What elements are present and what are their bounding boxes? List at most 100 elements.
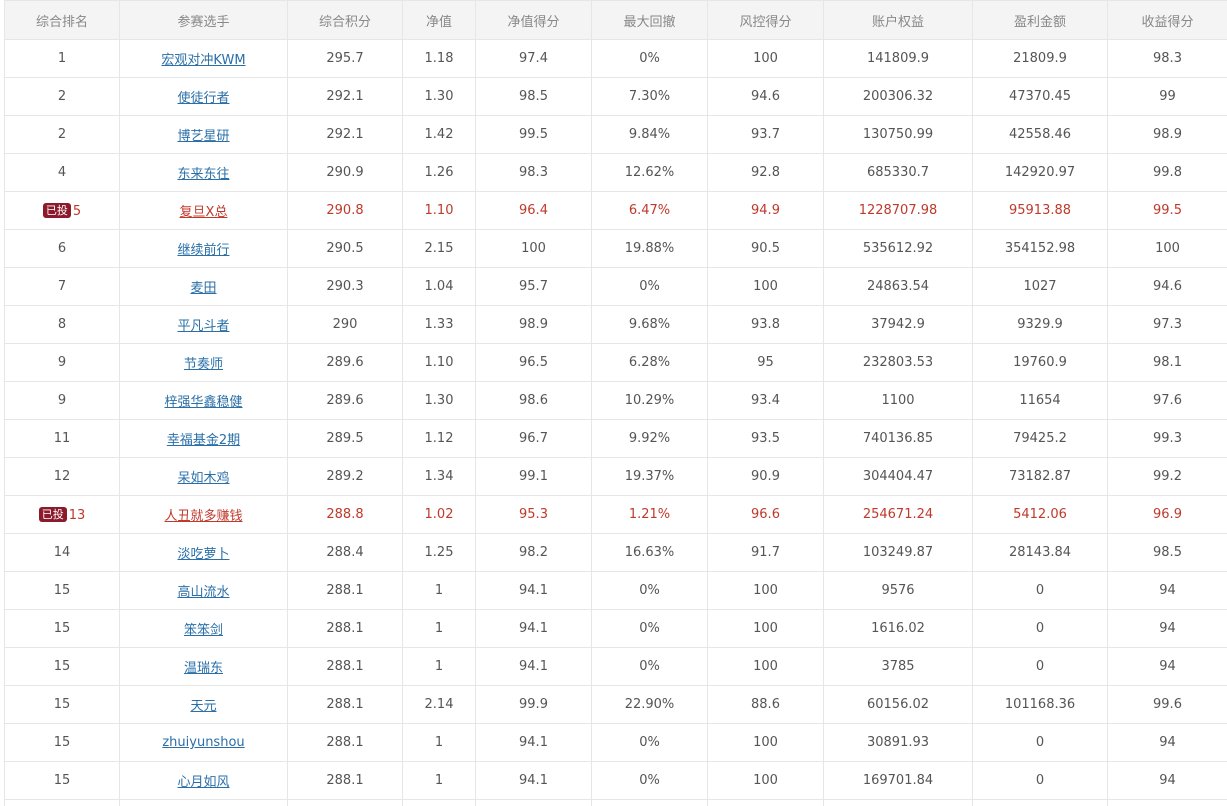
cell-profit: 73182.87: [972, 457, 1108, 496]
cell-nav-score: 94.1: [475, 571, 592, 610]
cell-return-score: 94: [1107, 723, 1227, 762]
cell-drawdown: [591, 799, 708, 806]
col-header-drawdown[interactable]: 最大回撤: [591, 0, 708, 40]
player-link[interactable]: 博艺星研: [177, 129, 230, 144]
cell-nav-score: 97.4: [475, 39, 592, 78]
player-link[interactable]: 呆如木鸡: [177, 471, 230, 486]
cell-drawdown: 7.30%: [591, 77, 708, 116]
cell-score: 289.6: [287, 381, 403, 420]
player-link[interactable]: 继续前行: [177, 243, 230, 258]
cell-profit: 0: [972, 609, 1108, 648]
invested-badge: 已投: [38, 506, 67, 522]
cell-score: 288.1: [287, 609, 403, 648]
cell-rank: 11: [4, 419, 120, 458]
col-header-return-score[interactable]: 收益得分: [1107, 0, 1227, 40]
col-header-nav-score[interactable]: 净值得分: [475, 0, 592, 40]
rank-number: 6: [57, 241, 67, 256]
player-link[interactable]: 高山流水: [177, 585, 230, 600]
cell-nav: [402, 799, 476, 806]
cell-player: 人丑就多赚钱: [119, 495, 288, 534]
cell-drawdown: 16.63%: [591, 533, 708, 572]
cell-equity: 200306.32: [823, 77, 973, 116]
cell-return-score: 97.6: [1107, 381, 1227, 420]
cell-return-score: 98.5: [1107, 533, 1227, 572]
cell-score: 292.1: [287, 115, 403, 154]
rank-number: 13: [68, 507, 86, 523]
cell-rank: 15: [4, 761, 120, 800]
cell-nav-score: 98.5: [475, 77, 592, 116]
cell-drawdown: 19.37%: [591, 457, 708, 496]
cell-drawdown: 6.28%: [591, 343, 708, 382]
cell-profit: 28143.84: [972, 533, 1108, 572]
cell-rank: 2: [4, 115, 120, 154]
player-link[interactable]: 幸福基金2期: [166, 433, 241, 448]
cell-risk-score: 95: [707, 343, 824, 382]
cell-nav: 1.26: [402, 153, 476, 192]
cell-score: 288.1: [287, 571, 403, 610]
col-header-equity[interactable]: 账户权益: [823, 0, 973, 40]
cell-nav: 1.18: [402, 39, 476, 78]
cell-nav: 1.42: [402, 115, 476, 154]
cell-nav-score: [475, 799, 592, 806]
col-header-player[interactable]: 参赛选手: [119, 0, 288, 40]
table-row: [4, 799, 1227, 806]
player-link[interactable]: 天元: [190, 699, 217, 714]
rank-number: 15: [53, 583, 71, 598]
ranking-table: 综合排名 参赛选手 综合积分 净值 净值得分 最大回撤 风控得分 账户权益 盈利…: [4, 0, 1227, 806]
cell-score: 288.1: [287, 761, 403, 800]
cell-nav: 1.10: [402, 343, 476, 382]
player-link[interactable]: 淡吃萝卜: [177, 547, 230, 562]
cell-player: [119, 799, 288, 806]
cell-risk-score: [707, 799, 824, 806]
player-link[interactable]: 人丑就多赚钱: [164, 509, 243, 524]
cell-nav: 1.33: [402, 305, 476, 344]
cell-nav-score: 99.1: [475, 457, 592, 496]
cell-nav: 1.04: [402, 267, 476, 306]
cell-rank: 15: [4, 647, 120, 686]
rank-number: 11: [53, 431, 71, 446]
col-header-profit[interactable]: 盈利金额: [972, 0, 1108, 40]
cell-drawdown: 0%: [591, 39, 708, 78]
player-link[interactable]: 节奏师: [183, 357, 223, 372]
player-link[interactable]: 东来东往: [177, 167, 230, 182]
cell-nav-score: 98.9: [475, 305, 592, 344]
table-row: 8 平凡斗者 290 1.33 98.9 9.68% 93.8 37942.9 9329.9 97…: [4, 305, 1227, 344]
col-header-nav[interactable]: 净值: [402, 0, 476, 40]
rank-number: 9: [57, 355, 67, 370]
cell-player: 天元: [119, 685, 288, 724]
table-row: 已投 5 复旦X总 290.8 1.10 96.4 6.47% 94.9 1228707.98 9…: [4, 191, 1227, 230]
player-link[interactable]: 使徒行者: [177, 91, 230, 106]
cell-profit: 0: [972, 723, 1108, 762]
cell-risk-score: 88.6: [707, 685, 824, 724]
cell-equity: [823, 799, 973, 806]
player-link[interactable]: 麦田: [190, 281, 217, 296]
player-link[interactable]: 心月如风: [177, 775, 230, 790]
player-link[interactable]: 复旦X总: [179, 205, 228, 220]
cell-rank: 6: [4, 229, 120, 268]
cell-player: 宏观对冲KWM: [119, 39, 288, 78]
cell-score: 288.1: [287, 647, 403, 686]
player-link[interactable]: 温瑞东: [183, 661, 223, 676]
player-link[interactable]: zhuiyunshou: [162, 735, 245, 750]
col-header-risk-score[interactable]: 风控得分: [707, 0, 824, 40]
cell-equity: 103249.87: [823, 533, 973, 572]
col-header-rank[interactable]: 综合排名: [4, 0, 120, 40]
cell-player: 继续前行: [119, 229, 288, 268]
player-link[interactable]: 笨笨剑: [183, 623, 223, 638]
cell-drawdown: 6.47%: [591, 191, 708, 230]
cell-nav: 1.10: [402, 191, 476, 230]
table-row: 9 梓强华鑫稳健 289.6 1.30 98.6 10.29% 93.4 1100 11654 9…: [4, 381, 1227, 420]
rank-number: 8: [57, 317, 67, 332]
cell-rank: 9: [4, 381, 120, 420]
table-row: 2 博艺星研 292.1 1.42 99.5 9.84% 93.7 130750.99 4255…: [4, 115, 1227, 154]
cell-nav-score: 94.1: [475, 609, 592, 648]
cell-profit: 1027: [972, 267, 1108, 306]
cell-drawdown: 1.21%: [591, 495, 708, 534]
player-link[interactable]: 平凡斗者: [177, 319, 230, 334]
rank-number: 15: [53, 735, 71, 750]
player-link[interactable]: 梓强华鑫稳健: [164, 395, 243, 410]
col-header-score[interactable]: 综合积分: [287, 0, 403, 40]
player-link[interactable]: 宏观对冲KWM: [161, 53, 246, 68]
cell-profit: 21809.9: [972, 39, 1108, 78]
